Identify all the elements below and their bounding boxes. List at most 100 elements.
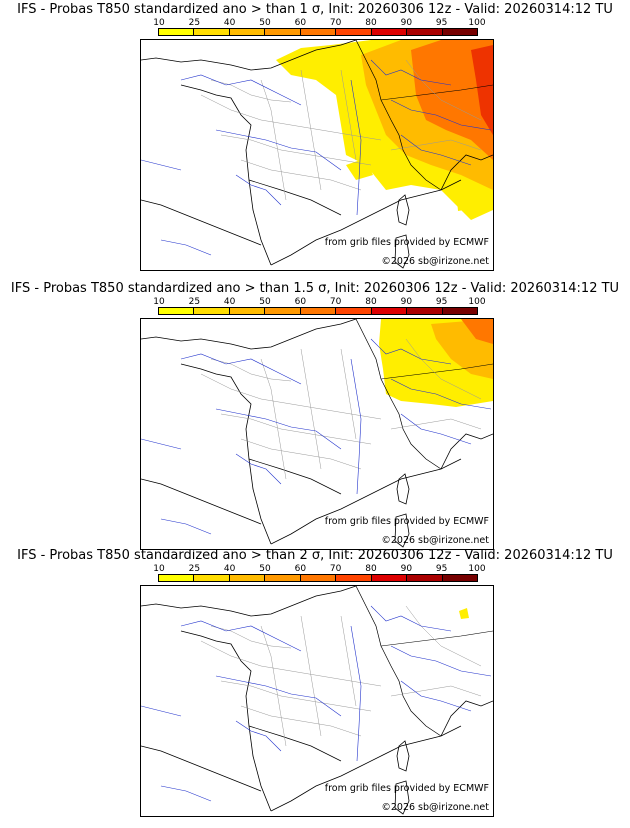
scale-label: 80 [365, 564, 377, 574]
scale-label: 100 [468, 564, 486, 574]
scale-swatch [194, 308, 230, 314]
coastline [180, 630, 272, 812]
river [160, 785, 212, 802]
probability-area [471, 45, 493, 135]
island-sardinia [394, 513, 410, 548]
coastline [141, 478, 262, 525]
scale-swatch [371, 308, 408, 314]
forecast-panel-3: IFS - Probas T850 standardized ano > tha… [0, 548, 630, 817]
probability-area [411, 40, 493, 160]
island-sardinia [394, 780, 410, 815]
probability-area [457, 198, 464, 211]
scale-bar [158, 574, 478, 582]
probability-area [459, 608, 469, 619]
scale-label: 60 [294, 18, 307, 28]
scale-swatch [442, 575, 477, 581]
scale-label: 80 [365, 297, 377, 307]
probability-color-scale: 10 25 40 50 60 70 80 90 95 100 [153, 18, 486, 36]
river [400, 134, 472, 166]
regional-border [210, 358, 292, 382]
coastline [141, 745, 262, 792]
scale-swatch [194, 575, 230, 581]
coastline [440, 700, 493, 737]
regional-border [260, 358, 287, 480]
probability-color-scale: 10 25 40 50 60 70 80 90 95 100 [153, 564, 486, 582]
regional-border [340, 348, 357, 440]
island-corsica [396, 194, 410, 226]
scale-swatch [371, 29, 408, 35]
river [400, 413, 472, 445]
scale-label: 100 [468, 297, 486, 307]
river [180, 74, 302, 106]
source-note: from grib files provided by ECMWF [324, 516, 489, 527]
scale-swatch [442, 308, 477, 314]
scale-swatch [300, 29, 337, 35]
regional-border [200, 94, 382, 141]
scale-swatch [265, 29, 301, 35]
regional-border [390, 418, 482, 430]
regional-border [220, 134, 372, 166]
scale-swatch [300, 575, 337, 581]
river [370, 338, 452, 365]
scale-bar [158, 307, 478, 315]
scale-swatch [265, 308, 301, 314]
scale-label: 70 [329, 297, 342, 307]
scale-label: 25 [188, 18, 201, 28]
scale-swatch [229, 29, 266, 35]
regional-border [300, 348, 322, 470]
national-border [355, 586, 442, 737]
national-border [380, 84, 493, 101]
national-border [248, 179, 342, 216]
scale-swatch [442, 29, 477, 35]
river [350, 358, 362, 495]
national-border [355, 40, 442, 191]
national-border [248, 725, 342, 762]
regional-border [240, 438, 362, 470]
river [160, 518, 212, 535]
river [160, 239, 212, 256]
regional-border [390, 685, 482, 697]
regional-border [300, 615, 322, 737]
scale-label: 50 [259, 18, 271, 28]
regional-border [200, 640, 382, 687]
scale-swatch [229, 308, 266, 314]
scale-label: 25 [188, 564, 201, 574]
scale-label: 60 [294, 564, 307, 574]
regional-border [340, 615, 357, 707]
scale-label: 90 [400, 297, 413, 307]
coastline [141, 40, 357, 71]
forecast-panel-1: IFS - Probas T850 standardized ano > tha… [0, 2, 630, 271]
river [141, 159, 182, 171]
scale-swatch [407, 308, 443, 314]
regional-border [260, 625, 287, 747]
scale-label: 50 [259, 297, 271, 307]
coastline [270, 458, 462, 545]
coastline [180, 363, 272, 545]
panel-title: IFS - Probas T850 standardized ano > tha… [17, 548, 613, 563]
scale-bar [158, 28, 478, 36]
scale-label: 100 [468, 18, 486, 28]
river [350, 625, 362, 762]
scale-swatch [159, 308, 195, 314]
scale-label: 50 [259, 564, 271, 574]
river [215, 675, 342, 717]
river [350, 79, 362, 216]
scale-swatch [336, 575, 372, 581]
regional-border [260, 79, 287, 201]
national-border [355, 319, 442, 470]
river [141, 705, 182, 717]
river [400, 680, 472, 712]
copyright-note: ©2026 sb@irizone.net [381, 256, 489, 267]
map-graphic [141, 319, 493, 548]
scale-label: 10 [153, 564, 165, 574]
scale-swatch [300, 308, 337, 314]
coastline [270, 179, 462, 266]
probability-map: from grib files provided by ECMWF ©2026 … [140, 318, 494, 550]
regional-border [210, 625, 292, 649]
scale-swatch [336, 29, 372, 35]
scale-label: 40 [223, 18, 236, 28]
coastline [270, 725, 462, 812]
scale-label: 95 [435, 18, 448, 28]
probability-map: from grib files provided by ECMWF ©2026 … [140, 39, 494, 271]
regional-border [405, 59, 482, 121]
